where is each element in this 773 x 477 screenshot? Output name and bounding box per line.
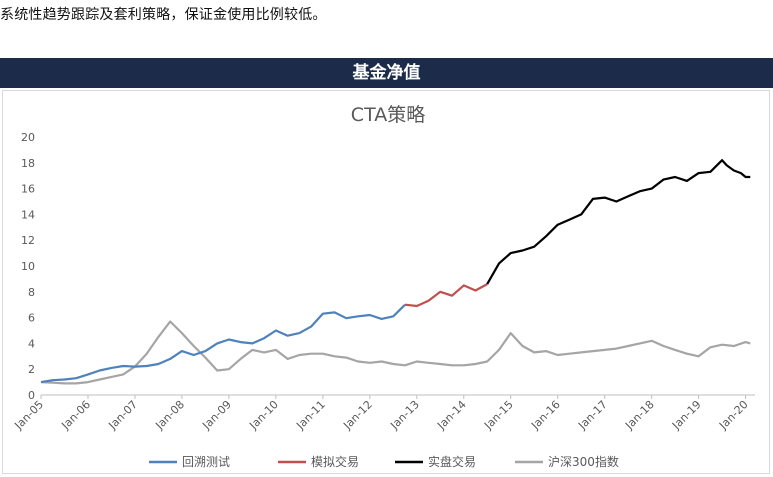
x-axis: Jan-05 Jan-06 Jan-07 Jan-08 Jan-09 Jan-10 Jan-…	[12, 394, 755, 433]
section-banner: 基金净值	[0, 58, 773, 88]
y-tick-label: 2	[28, 363, 35, 376]
x-tick-label: Jan-20	[716, 398, 751, 433]
series-line-3	[40, 320, 751, 385]
x-tick-label: Jan-18	[622, 398, 657, 433]
x-tick-label: Jan-09	[199, 398, 234, 433]
y-tick-label: 8	[28, 286, 35, 299]
x-tick-label: Jan-17	[575, 398, 610, 433]
x-tick-label: Jan-13	[387, 398, 422, 433]
y-tick-label: 16	[21, 183, 35, 196]
x-tick-label: Jan-10	[246, 398, 281, 433]
chart-container: CTA策略 0 2 4 6 8 10 12 14 16 18 20 Jan-05 Jan-06 Jan-…	[2, 90, 770, 474]
x-tick-label: Jan-07	[105, 398, 140, 433]
legend: 回溯测试 模拟交易 实盘交易 沪深300指数	[149, 454, 619, 469]
legend-label: 沪深300指数	[548, 454, 619, 469]
legend-label: 回溯测试	[182, 454, 230, 469]
legend-label: 模拟交易	[311, 454, 359, 469]
legend-label: 实盘交易	[428, 454, 476, 469]
y-tick-label: 0	[28, 389, 35, 402]
y-tick-label: 12	[21, 234, 35, 247]
x-tick-label: Jan-11	[293, 398, 328, 433]
x-tick-label: Jan-08	[152, 398, 187, 433]
x-tick-label: Jan-19	[669, 398, 704, 433]
intro-text: 系统性趋势跟踪及套利策略，保证金使用比例较低。	[0, 7, 327, 23]
series-line-0	[40, 303, 406, 384]
chart-title: CTA策略	[351, 104, 425, 126]
x-tick-label: Jan-14	[434, 398, 469, 433]
y-tick-label: 6	[28, 312, 35, 325]
y-tick-label: 14	[21, 208, 35, 221]
x-tick-label: Jan-12	[340, 398, 375, 433]
y-tick-label: 20	[21, 131, 35, 144]
y-axis: 0 2 4 6 8 10 12 14 16 18 20	[21, 131, 35, 402]
x-tick-label: Jan-05	[12, 398, 47, 433]
y-tick-label: 18	[21, 157, 35, 170]
x-tick-label: Jan-16	[528, 398, 563, 433]
x-tick-label: Jan-15	[481, 398, 516, 433]
series-lines	[40, 159, 751, 385]
series-line-1	[404, 283, 488, 308]
x-tick-label: Jan-06	[58, 398, 93, 433]
y-tick-label: 4	[28, 337, 35, 350]
y-tick-label: 10	[21, 260, 35, 273]
series-line-2	[486, 159, 751, 285]
